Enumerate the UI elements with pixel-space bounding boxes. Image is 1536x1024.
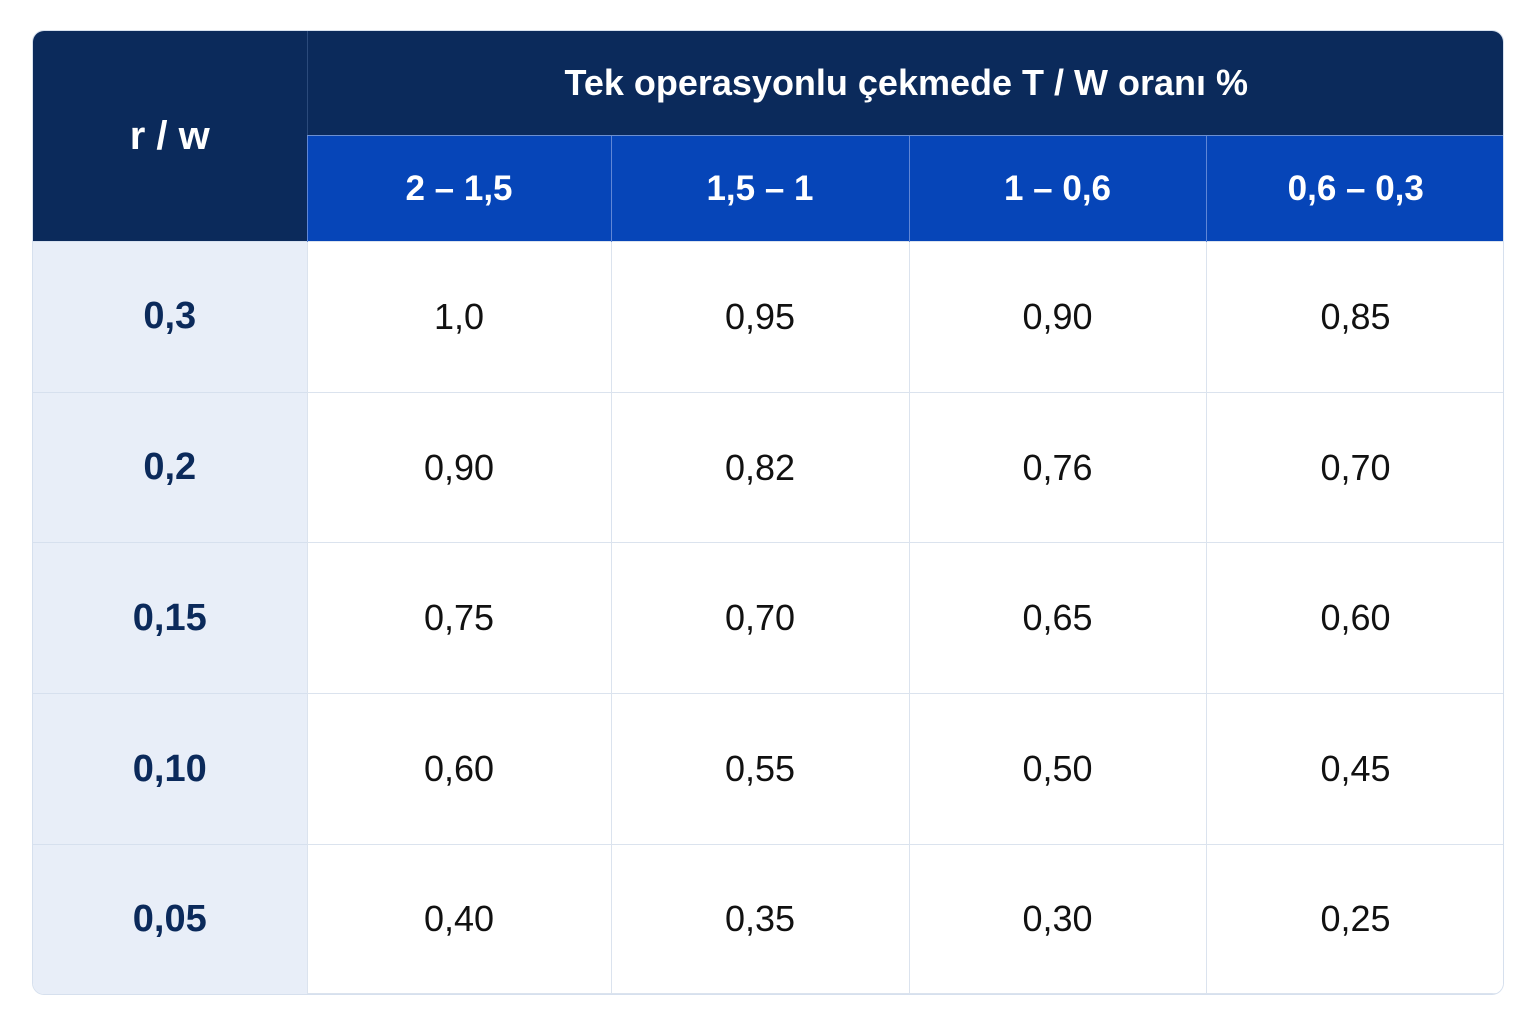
cell-value: 0,25: [1205, 843, 1503, 994]
row-label: 0,2: [33, 391, 307, 543]
row-label: 0,05: [33, 843, 307, 994]
cell-value: 0,85: [1205, 241, 1503, 393]
cell-value: 0,75: [306, 542, 612, 695]
table: r / w Tek operasyonlu çekmede T / W oran…: [33, 31, 1503, 994]
cell-value: 0,76: [908, 391, 1207, 544]
cell-value: 0,40: [306, 843, 612, 994]
cell-value: 0,30: [908, 843, 1207, 994]
cell-value: 0,45: [1205, 693, 1503, 845]
cell-value: 0,90: [908, 241, 1207, 393]
cell-value: 1,0: [306, 241, 612, 393]
table-row: 0,05 0,40 0,35 0,30 0,25: [33, 843, 1503, 994]
cell-value: 0,35: [610, 843, 910, 994]
table-body: 0,3 1,0 0,95 0,90 0,85 0,2 0,90 0,82 0,76 0,70 0,1…: [33, 241, 1503, 994]
row-label: 0,3: [33, 241, 307, 393]
cell-value: 0,70: [1205, 391, 1503, 544]
corner-header: r / w: [33, 31, 307, 242]
cell-value: 0,60: [1205, 542, 1503, 695]
table-row: 0,15 0,75 0,70 0,65 0,60: [33, 542, 1503, 695]
cell-value: 0,55: [610, 693, 910, 845]
row-label: 0,10: [33, 693, 307, 845]
group-header: Tek operasyonlu çekmede T / W oranı %: [306, 31, 1503, 136]
cell-value: 0,90: [306, 391, 612, 544]
table-container: r / w Tek operasyonlu çekmede T / W oran…: [32, 30, 1504, 995]
table-row: 0,3 1,0 0,95 0,90 0,85: [33, 241, 1503, 393]
table-row: 0,2 0,90 0,82 0,76 0,70: [33, 391, 1503, 544]
cell-value: 0,60: [306, 693, 612, 845]
cell-value: 0,82: [610, 391, 910, 544]
column-header: 1 – 0,6: [908, 135, 1206, 242]
row-label: 0,15: [33, 542, 307, 694]
column-header: 2 – 1,5: [306, 135, 611, 242]
table-row: 0,10 0,60 0,55 0,50 0,45: [33, 693, 1503, 845]
column-header: 0,6 – 0,3: [1205, 135, 1503, 242]
cell-value: 0,95: [610, 241, 910, 393]
column-header: 1,5 – 1: [610, 135, 909, 242]
cell-value: 0,50: [908, 693, 1207, 845]
cell-value: 0,70: [610, 542, 910, 695]
cell-value: 0,65: [908, 542, 1207, 695]
